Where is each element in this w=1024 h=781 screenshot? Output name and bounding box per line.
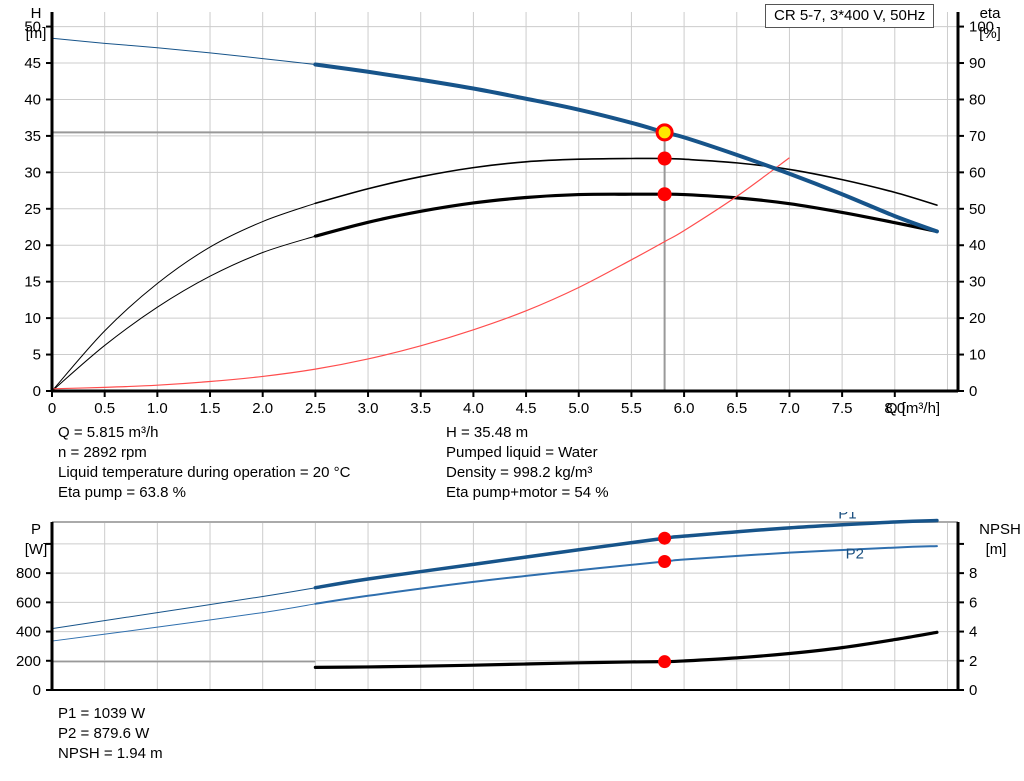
y-tick-label-right: 70 bbox=[969, 128, 986, 145]
info-p2: P2 = 879.6 W bbox=[58, 725, 150, 742]
x-tick-label: 5.5 bbox=[621, 400, 642, 417]
p1-curve-thin bbox=[51, 587, 316, 630]
chart-title-box: CR 5-7, 3*400 V, 50Hz bbox=[765, 4, 935, 28]
y-tick-label-left: 35 bbox=[24, 128, 41, 145]
y-tick-label-right: 30 bbox=[969, 274, 986, 291]
p2-series-label: P2 bbox=[846, 546, 864, 563]
y-axis-right-title-line1: eta bbox=[980, 5, 1002, 22]
p1-series-label: P1 bbox=[838, 512, 856, 522]
y-tick-label-right: 40 bbox=[969, 237, 986, 254]
eta-pump-motor-curve-thin bbox=[51, 235, 316, 392]
x-tick-label: 8.0 bbox=[884, 400, 905, 417]
y-axis-right-title-line1: NPSH bbox=[979, 521, 1021, 538]
y-tick-label-left: 25 bbox=[24, 201, 41, 218]
info-eta-pump: Eta pump = 63.8 % bbox=[58, 484, 186, 501]
y-tick-label-right: 8 bbox=[969, 565, 977, 582]
info-eta-pump-motor: Eta pump+motor = 54 % bbox=[446, 484, 609, 501]
x-tick-label: 1.0 bbox=[147, 400, 168, 417]
y-tick-label-right: 6 bbox=[969, 594, 977, 611]
y-tick-label-right: 90 bbox=[969, 55, 986, 72]
y-axis-left-title-line1: H bbox=[31, 5, 42, 22]
info-q: Q = 5.815 m³/h bbox=[58, 424, 159, 441]
power-npsh-chart: 0 200 400 600 800 0 2 4 6 8 P [W] NPSH [m] P1 P2 bbox=[16, 512, 1021, 699]
eta-pump-curve bbox=[314, 157, 938, 206]
y-tick-label-right: 10 bbox=[969, 347, 986, 364]
x-tick-label: 5.0 bbox=[568, 400, 589, 417]
info-density: Density = 998.2 kg/m³ bbox=[446, 464, 593, 481]
y-tick-label-right: 60 bbox=[969, 164, 986, 181]
y-tick-label-right: 0 bbox=[969, 682, 977, 699]
y-tick-label-left: 50 bbox=[24, 19, 41, 36]
y-tick-label-right: 80 bbox=[969, 91, 986, 108]
eta-pump-motor-curve bbox=[313, 192, 939, 238]
y-tick-label-left: 10 bbox=[24, 310, 41, 327]
p2-curve-thin bbox=[51, 603, 316, 642]
y-tick-label-right: 2 bbox=[969, 653, 977, 670]
p1-curve bbox=[313, 518, 939, 590]
head-eta-chart: 0 5 10 15 20 25 30 35 40 45 50 0 10 20 30 40 50 60 70 80 90 1… bbox=[24, 5, 1002, 417]
info-liquid: Pumped liquid = Water bbox=[446, 444, 598, 461]
y-axis-right-title-line2: [m] bbox=[986, 541, 1007, 558]
info-p1: P1 = 1039 W bbox=[58, 705, 146, 722]
y-tick-label-left: 0 bbox=[33, 682, 41, 699]
info-npsh: NPSH = 1.94 m bbox=[58, 745, 163, 762]
npsh-curve bbox=[313, 630, 939, 669]
y-axis-left-title-line1: P bbox=[31, 521, 41, 538]
y-axis-left-title-line2: [m] bbox=[26, 25, 47, 42]
operating-point-marker[interactable] bbox=[655, 123, 674, 142]
eta-pump-curve-thin bbox=[51, 202, 316, 392]
npsh-aux-curve bbox=[51, 157, 790, 390]
operating-point-p1-dot bbox=[658, 531, 672, 545]
x-tick-label: 1.5 bbox=[200, 400, 221, 417]
y-axis-right-title-line2: [%] bbox=[979, 25, 1001, 42]
y-tick-label-left: 400 bbox=[16, 624, 41, 641]
y-tick-label-right: 0 bbox=[969, 383, 977, 400]
operating-point-npsh-dot bbox=[658, 655, 672, 669]
info-n: n = 2892 rpm bbox=[58, 444, 147, 461]
y-tick-label-left: 800 bbox=[16, 565, 41, 582]
y-tick-label-right: 50 bbox=[969, 201, 986, 218]
x-tick-label: 0.5 bbox=[94, 400, 115, 417]
x-tick-label: 6.0 bbox=[674, 400, 695, 417]
x-tick-label: 7.5 bbox=[832, 400, 853, 417]
y-tick-label-left: 0 bbox=[33, 383, 41, 400]
info-h: H = 35.48 m bbox=[446, 424, 529, 441]
y-tick-label-right: 4 bbox=[969, 624, 977, 641]
x-tick-label: 7.0 bbox=[779, 400, 800, 417]
x-tick-label: 2.5 bbox=[305, 400, 326, 417]
operating-point-eta-pump-dot bbox=[657, 151, 672, 166]
y-tick-label-left: 600 bbox=[16, 594, 41, 611]
x-tick-label: 2.0 bbox=[252, 400, 273, 417]
x-tick-label: 6.5 bbox=[726, 400, 747, 417]
x-axis-title: Q [m³/h] bbox=[886, 400, 940, 417]
y-tick-label-left: 5 bbox=[33, 347, 41, 364]
y-tick-label-left: 40 bbox=[24, 91, 41, 108]
y-tick-label-left: 30 bbox=[24, 164, 41, 181]
y-axis-left-title-line2: [W] bbox=[25, 541, 48, 558]
operating-point-eta-pump-motor-dot bbox=[657, 187, 672, 202]
info-temp: Liquid temperature during operation = 20… bbox=[58, 464, 351, 481]
head-curve bbox=[313, 62, 939, 234]
head-curve-thin bbox=[51, 37, 316, 65]
x-tick-label: 3.5 bbox=[410, 400, 431, 417]
y-tick-label-right: 20 bbox=[969, 310, 986, 327]
operating-point-p2-dot bbox=[658, 555, 672, 569]
y-tick-label-left: 15 bbox=[24, 274, 41, 291]
x-tick-label: 4.5 bbox=[516, 400, 537, 417]
x-tick-label: 0 bbox=[48, 400, 56, 417]
x-tick-label: 4.0 bbox=[463, 400, 484, 417]
y-tick-label-left: 45 bbox=[24, 55, 41, 72]
y-tick-label-left: 20 bbox=[24, 237, 41, 254]
y-tick-label-left: 200 bbox=[16, 653, 41, 670]
x-tick-label: 3.0 bbox=[358, 400, 379, 417]
y-tick-label-right: 100 bbox=[969, 19, 994, 36]
